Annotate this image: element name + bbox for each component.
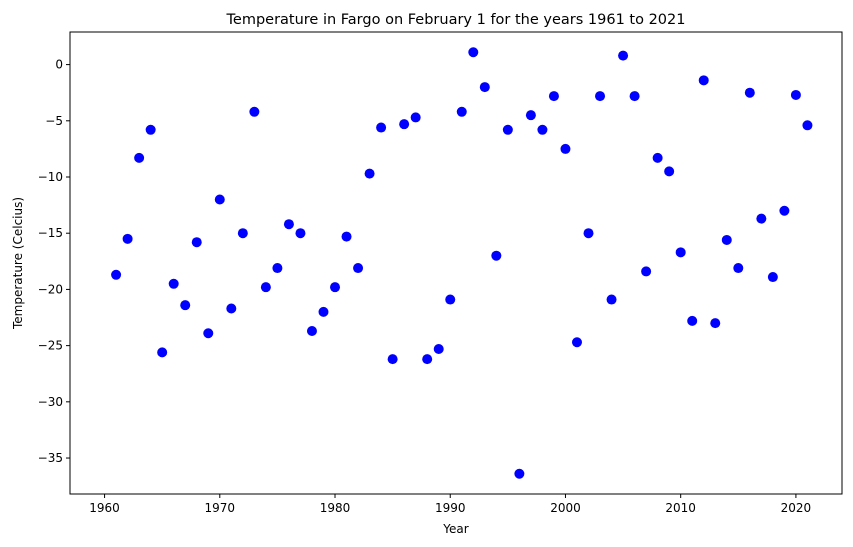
data-point: [721, 234, 732, 245]
data-point: [237, 228, 248, 239]
data-point: [122, 233, 133, 244]
y-axis-label: Temperature (Celcius): [11, 197, 25, 330]
x-tick-label: 2020: [781, 501, 812, 515]
y-tick-label: −15: [38, 226, 63, 240]
data-point: [295, 228, 306, 239]
data-point: [306, 326, 317, 337]
data-point: [214, 194, 225, 205]
data-point: [445, 294, 456, 305]
x-tick-label: 1970: [205, 501, 236, 515]
y-tick-label: −30: [38, 395, 63, 409]
x-tick-label: 1960: [89, 501, 120, 515]
data-point: [456, 106, 467, 117]
data-point: [249, 106, 260, 117]
chart-title: Temperature in Fargo on February 1 for t…: [226, 12, 686, 28]
data-point: [468, 47, 479, 58]
plot-area: [69, 31, 843, 495]
data-point: [318, 306, 329, 317]
x-tick-label: 2010: [665, 501, 696, 515]
data-point: [583, 228, 594, 239]
x-tick-label: 1980: [320, 501, 351, 515]
y-axis-ticks: 0 −5 −10 −15 −20 −25 −30 −35: [38, 58, 70, 465]
data-point: [491, 250, 502, 261]
data-point: [744, 87, 755, 98]
data-point: [595, 91, 606, 102]
data-point: [399, 119, 410, 130]
x-axis-ticks: 1960 1970 1980 1990 2000 2010 2020: [89, 494, 811, 515]
data-point: [698, 75, 709, 86]
data-point: [226, 303, 237, 314]
data-point: [525, 110, 536, 121]
data-point: [641, 266, 652, 277]
data-point: [410, 112, 421, 123]
y-tick-label: −25: [38, 339, 63, 353]
plot-frame: [69, 31, 843, 495]
data-point: [790, 89, 801, 100]
data-points: [111, 47, 813, 479]
data-point: [514, 468, 525, 479]
data-point: [376, 122, 387, 133]
data-point: [537, 124, 548, 135]
data-point: [353, 263, 364, 274]
y-tick-label: −35: [38, 451, 63, 465]
data-point: [479, 82, 490, 93]
y-tick-label: 0: [55, 58, 63, 72]
y-tick-label: −10: [38, 170, 63, 184]
data-point: [111, 269, 122, 280]
data-point: [606, 294, 617, 305]
data-point: [272, 263, 283, 274]
data-point: [756, 213, 767, 224]
data-point: [618, 50, 629, 61]
data-point: [145, 124, 156, 135]
data-point: [767, 272, 778, 283]
data-point: [433, 343, 444, 354]
data-point: [330, 282, 341, 293]
data-point: [341, 231, 352, 242]
data-point: [779, 205, 790, 216]
data-point: [180, 300, 191, 311]
data-point: [571, 337, 582, 348]
data-point: [548, 91, 559, 102]
data-point: [710, 318, 721, 329]
data-point: [168, 278, 179, 289]
data-point: [387, 354, 398, 365]
data-point: [422, 354, 433, 365]
data-point: [502, 124, 513, 135]
x-tick-label: 1990: [435, 501, 466, 515]
x-axis-label: Year: [442, 522, 468, 536]
y-tick-label: −20: [38, 282, 63, 296]
data-point: [560, 143, 571, 154]
x-tick-label: 2000: [550, 501, 581, 515]
data-point: [802, 120, 813, 131]
data-point: [733, 263, 744, 274]
data-point: [203, 328, 214, 339]
data-point: [260, 282, 271, 293]
data-point: [675, 247, 686, 258]
data-point: [134, 152, 145, 163]
data-point: [664, 166, 675, 177]
data-point: [687, 315, 698, 326]
data-point: [629, 91, 640, 102]
data-point: [191, 237, 202, 248]
data-point: [652, 152, 663, 163]
data-point: [283, 219, 294, 230]
y-tick-label: −5: [45, 114, 63, 128]
data-point: [364, 168, 375, 179]
data-point: [157, 347, 168, 358]
